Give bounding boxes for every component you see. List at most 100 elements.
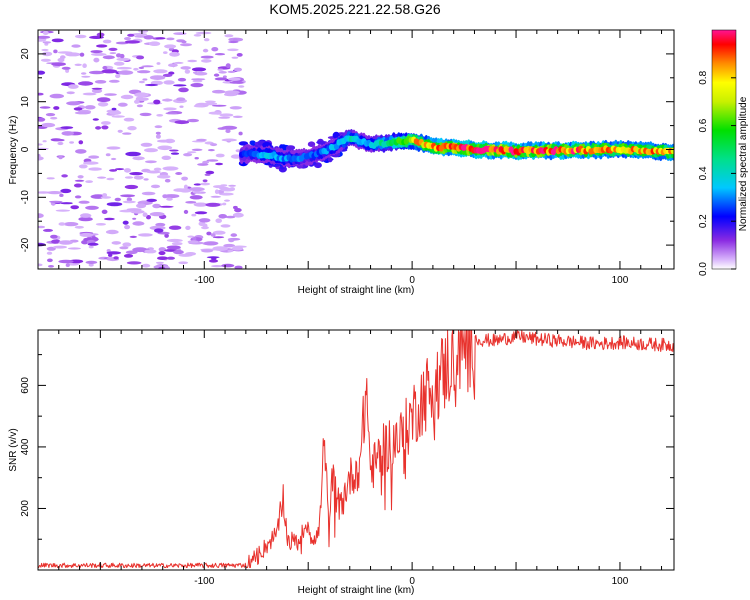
spectrogram-noise-cell [124, 176, 134, 179]
spectrogram-noise-cell [124, 37, 131, 41]
spectrogram-noise-cell [91, 87, 103, 90]
spectrogram-y-tick-label: 20 [20, 48, 31, 60]
spectrogram-noise-cell [156, 114, 164, 117]
spectrogram-noise-cell [74, 179, 85, 182]
spectrogram-noise-cell [233, 205, 238, 210]
spectrogram-noise-cell [225, 215, 236, 219]
spectrogram-noise-cell [194, 211, 208, 215]
spectrogram-noise-cell [204, 100, 216, 103]
spectrogram-noise-cell [41, 122, 56, 128]
spectrogram-noise-cell [90, 50, 103, 54]
spectrogram-noise-cell [180, 66, 191, 70]
spectrogram-noise-cell [164, 233, 169, 238]
spectrogram-noise-cell [122, 200, 136, 204]
spectrogram-noise-cell [105, 229, 119, 235]
spectrogram-noise-cell [69, 141, 74, 144]
spectrogram-noise-cell [88, 245, 94, 249]
spectrogram-noise-cell [94, 80, 107, 84]
spectrogram-noise-cell [144, 249, 157, 254]
spectrogram-ridge-cell [327, 157, 333, 163]
spectrogram-noise-cell [93, 57, 100, 63]
spectrogram-noise-cell [166, 238, 183, 243]
spectrogram-noise-cell [119, 246, 129, 250]
spectrogram-noise-cell [229, 106, 242, 110]
spectrogram-noise-cell [74, 195, 82, 199]
spectrogram-noise-cell [189, 187, 205, 192]
spectrogram-noise-cell [210, 143, 218, 147]
spectrogram-noise-cell [38, 225, 46, 229]
spectrogram-noise-cell [166, 197, 173, 201]
spectrogram-noise-cell [70, 205, 79, 210]
spectrogram-noise-cell [108, 79, 120, 83]
spectrogram-noise-cell [166, 37, 175, 41]
spectrogram-noise-cell [236, 53, 243, 57]
spectrogram-noise-cell [115, 74, 121, 79]
spectrogram-noise-cell [174, 120, 190, 125]
spectrogram-y-axis-label: Frequency (Hz) [8, 116, 19, 185]
spectrogram-noise-cell [78, 200, 90, 204]
spectrogram-noise-cell [187, 151, 197, 154]
spectrogram-noise-cell [177, 77, 187, 82]
spectrogram-noise-cell [78, 216, 93, 222]
snr-x-tick-label: 100 [612, 576, 629, 587]
spectrogram-x-tick-label: 0 [409, 275, 415, 286]
spectrogram-noise-cell [162, 166, 179, 171]
spectrogram-noise-cell [58, 259, 74, 264]
spectrogram-noise-cell [217, 68, 224, 71]
spectrogram-noise-cell [149, 212, 165, 217]
spectrogram-noise-cell [127, 126, 137, 131]
spectrogram-noise-cell [38, 156, 44, 161]
spectrogram-noise-cell [95, 223, 106, 226]
spectrogram-noise-layer [38, 30, 247, 269]
spectrogram-noise-cell [38, 92, 44, 96]
spectrogram-noise-cell [67, 247, 81, 250]
spectrogram-noise-cell [234, 265, 243, 269]
spectrogram-noise-cell [191, 67, 207, 72]
spectrogram-noise-cell [162, 73, 173, 77]
spectrogram-noise-cell [187, 118, 199, 123]
spectrogram-noise-cell [215, 218, 222, 223]
spectrogram-noise-cell [42, 140, 47, 143]
spectrogram-noise-cell [133, 175, 144, 180]
spectrogram-noise-cell [40, 58, 51, 62]
spectrogram-noise-cell [38, 35, 51, 39]
spectrogram-noise-cell [158, 251, 166, 256]
spectrogram-noise-cell [231, 56, 239, 59]
spectrogram-noise-cell [161, 98, 173, 102]
spectrogram-noise-cell [156, 62, 161, 65]
spectrogram-noise-cell [81, 72, 87, 75]
spectrogram-noise-cell [60, 126, 74, 129]
spectrogram-noise-cell [189, 195, 203, 200]
spectrogram-noise-cell [58, 155, 63, 160]
spectrogram-noise-cell [193, 71, 198, 74]
spectrogram-noise-cell [218, 214, 227, 219]
spectrogram-noise-cell [139, 112, 152, 117]
spectrogram-noise-cell [141, 191, 156, 196]
spectrogram-noise-cell [138, 66, 145, 69]
spectrogram-noise-cell [214, 53, 226, 56]
spectrogram-noise-cell [146, 198, 157, 202]
spectrogram-noise-cell [156, 174, 171, 179]
spectrogram-noise-cell [158, 247, 166, 252]
spectrogram-noise-cell [195, 31, 212, 35]
spectrogram-noise-cell [134, 92, 149, 98]
spectrogram-noise-cell [138, 233, 153, 237]
spectrogram-noise-cell [132, 221, 145, 226]
spectrogram-noise-cell [120, 194, 136, 198]
spectrogram-noise-cell [228, 77, 241, 81]
spectrogram-noise-cell [78, 164, 88, 169]
spectrogram-noise-cell [126, 261, 142, 265]
colorbar-tick-label: 0.0 [698, 262, 709, 276]
spectrogram-noise-cell [50, 116, 58, 120]
spectrogram-noise-cell [183, 209, 189, 214]
spectrogram-noise-cell [100, 196, 112, 199]
spectrogram-noise-cell [39, 106, 51, 109]
spectrogram-noise-cell [219, 186, 230, 191]
spectrogram-noise-cell [50, 234, 58, 239]
spectrogram-noise-cell [42, 51, 53, 57]
spectrogram-noise-cell [187, 235, 195, 238]
spectrogram-noise-cell [224, 90, 240, 95]
spectrogram-noise-cell [136, 104, 143, 108]
